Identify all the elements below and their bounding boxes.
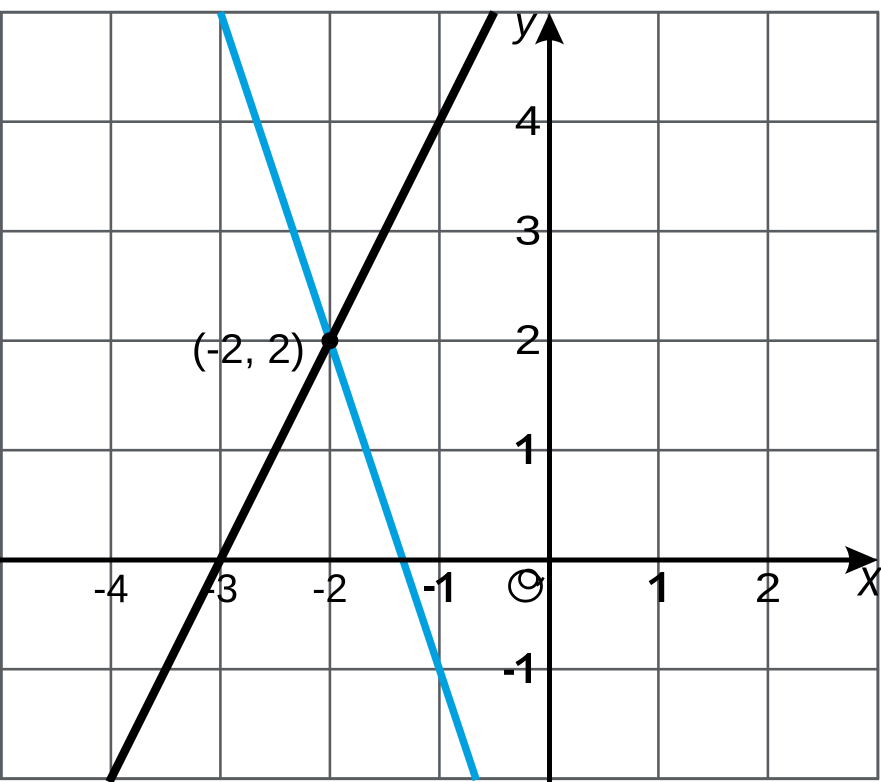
svg-text:-3: -3 — [203, 567, 239, 611]
svg-text:(-2, 2): (-2, 2) — [192, 325, 305, 371]
svg-text:3: 3 — [515, 206, 542, 253]
svg-text:2: 2 — [755, 564, 782, 611]
svg-text:2: 2 — [515, 316, 542, 363]
svg-text:-4: -4 — [93, 567, 129, 611]
svg-text:-2: -2 — [312, 567, 348, 611]
svg-text:4: 4 — [515, 97, 542, 144]
svg-text:y: y — [512, 0, 539, 45]
svg-text:x: x — [857, 549, 881, 607]
